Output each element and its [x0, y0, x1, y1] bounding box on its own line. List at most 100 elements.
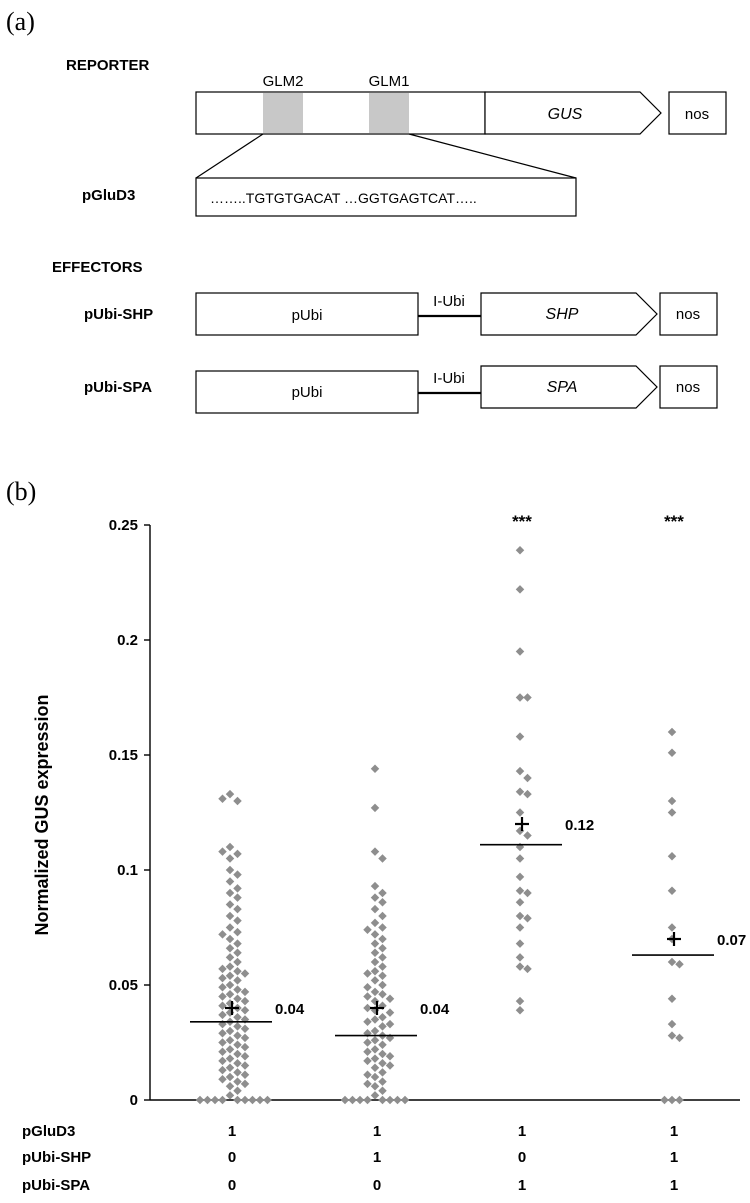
- data-point: [363, 1070, 372, 1079]
- gus-gene-label: GUS: [548, 106, 583, 123]
- data-point: [233, 985, 242, 994]
- data-point: [240, 1042, 250, 1052]
- data-point: [233, 916, 242, 925]
- data-point: [385, 1061, 395, 1070]
- data-point: [233, 1068, 242, 1077]
- data-point: [240, 996, 250, 1006]
- data-point: [225, 1035, 235, 1045]
- data-point: [370, 1026, 380, 1036]
- data-point: [523, 964, 532, 974]
- glm1-box: [369, 93, 409, 133]
- data-point: [240, 1095, 250, 1105]
- data-point: [210, 1095, 220, 1105]
- data-point: [370, 987, 380, 997]
- table-cell: 1: [518, 1123, 526, 1140]
- spa-gene-arrow: [480, 365, 658, 409]
- data-point: [378, 897, 387, 907]
- data-point: [378, 1049, 387, 1059]
- mean-label: 0.04: [275, 1001, 305, 1018]
- data-point: [225, 877, 235, 886]
- data-point: [370, 1035, 380, 1045]
- sequence-text: ……..TGTGTGACAT …GGTGAGTCAT…..: [210, 190, 477, 206]
- nos-box: [659, 292, 718, 336]
- data-point: [233, 884, 242, 893]
- data-point: [378, 953, 387, 962]
- data-point: [348, 1095, 357, 1105]
- data-point: [370, 957, 380, 967]
- y-tick-label: 0.25: [109, 517, 138, 534]
- mean-label: 0.12: [565, 817, 594, 834]
- data-point: [225, 854, 235, 863]
- data-point: [203, 1095, 212, 1105]
- data-point: [225, 1072, 235, 1082]
- zoom-line-right: [408, 133, 577, 179]
- data-point: [233, 796, 242, 806]
- data-point: [233, 1095, 242, 1105]
- data-point: [515, 962, 525, 971]
- data-point: [195, 1095, 205, 1105]
- data-point: [675, 1095, 684, 1105]
- data-point: [240, 1070, 250, 1079]
- reporter-title: REPORTER: [66, 57, 150, 74]
- data-point: [667, 994, 677, 1004]
- table-cell: 0: [518, 1149, 526, 1166]
- data-point: [370, 930, 380, 939]
- data-point: [675, 1033, 684, 1043]
- data-point: [378, 943, 387, 953]
- y-ticks: 0 0.05 0.1 0.15 0.2 0.25: [109, 517, 150, 1109]
- table-row: pGluD3 1 1 1 1: [22, 1123, 678, 1140]
- data-point: [225, 911, 235, 921]
- data-point: [523, 789, 532, 799]
- data-point: [225, 1054, 235, 1063]
- data-point: [218, 1047, 227, 1056]
- data-point: [240, 1033, 250, 1043]
- data-point: [233, 1022, 242, 1031]
- data-point: [667, 796, 677, 806]
- data-point: [240, 969, 250, 978]
- data-point: [370, 1081, 380, 1091]
- data-point: [370, 1045, 380, 1054]
- data-point: [667, 1019, 677, 1029]
- glm2-box: [263, 93, 303, 133]
- data-point: [233, 1077, 242, 1086]
- data-point: [400, 1095, 410, 1105]
- ubi-promoter-box: [195, 370, 419, 414]
- intron-label: I-Ubi: [433, 370, 465, 387]
- table-row-label: pGluD3: [22, 1123, 75, 1140]
- table-cell: 1: [373, 1149, 381, 1166]
- data-point: [370, 847, 380, 856]
- data-point: [515, 911, 525, 921]
- table-cell: 0: [228, 1149, 236, 1166]
- data-point: [370, 881, 380, 891]
- data-point: [340, 1095, 350, 1105]
- data-point: [667, 1031, 677, 1040]
- data-point: [370, 918, 380, 928]
- shp-gene-label: SHP: [546, 306, 579, 323]
- table-cell: 0: [373, 1177, 381, 1194]
- gus-gene-arrow: [484, 91, 662, 135]
- data-point: [225, 1026, 235, 1036]
- data-point: [667, 957, 677, 967]
- nos-box: [659, 365, 718, 409]
- data-point: [363, 1056, 372, 1066]
- mean-label: 0.04: [420, 1001, 450, 1018]
- data-point: [233, 966, 242, 976]
- data-point: [515, 939, 525, 948]
- panel-a-label: (a): [6, 7, 35, 36]
- data-point: [225, 943, 235, 953]
- data-point: [363, 1038, 372, 1047]
- data-point: [667, 886, 677, 895]
- data-groups: 0.04 0.04 0.12 *** 0.07 ***: [190, 512, 746, 1105]
- data-point: [233, 927, 242, 937]
- ubi-promoter-label: pUbi: [292, 384, 323, 401]
- table-cell: 1: [228, 1123, 236, 1140]
- data-point: [515, 647, 525, 656]
- data-point: [240, 1024, 250, 1033]
- data-point: [363, 969, 372, 978]
- data-point: [378, 1012, 387, 1022]
- data-point: [667, 748, 677, 757]
- data-point: [370, 764, 380, 774]
- data-point: [225, 865, 235, 875]
- data-point: [218, 1056, 227, 1066]
- data-point: [385, 1019, 395, 1029]
